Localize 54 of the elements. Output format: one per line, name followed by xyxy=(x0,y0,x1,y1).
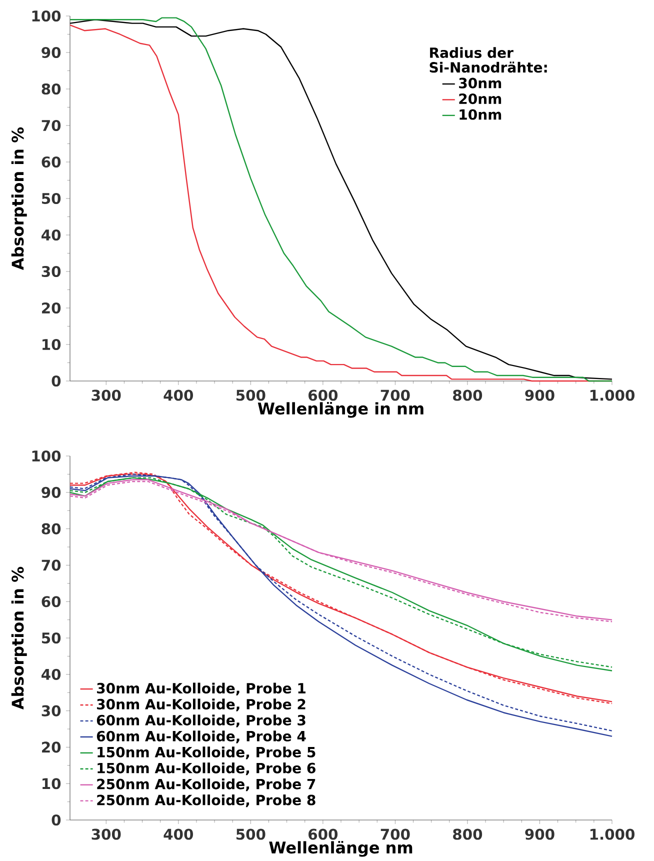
legend-label: 250nm Au-Kolloide, Probe 7 xyxy=(97,778,316,792)
x-axis-title: Wellenlänge nm xyxy=(269,840,412,857)
y-tick-label: 20 xyxy=(42,742,61,753)
x-tick-label: 300 xyxy=(92,390,121,401)
y-tick-label: 70 xyxy=(42,560,61,571)
y-tick-label: 40 xyxy=(42,229,61,241)
y-tick-label: 10 xyxy=(42,338,61,350)
y-tick-label: 30 xyxy=(42,266,61,278)
x-tick-label: 400 xyxy=(164,390,193,401)
x-tick-label: 800 xyxy=(453,828,482,840)
x-tick-label: 400 xyxy=(164,828,193,840)
y-tick-label: 50 xyxy=(42,192,61,204)
legend-label: 150nm Au-Kolloide, Probe 5 xyxy=(98,746,316,760)
x-tick-label: 600 xyxy=(308,828,338,840)
x-tick-label: 800 xyxy=(453,390,482,401)
x-tick-label: 300 xyxy=(92,828,121,840)
y-tick-label: 100 xyxy=(32,450,61,462)
legend-label: 30nm Au-Kolloide, Probe 1 xyxy=(97,682,306,696)
y-tick-label: 50 xyxy=(42,632,61,644)
y-tick-label: 20 xyxy=(42,302,61,314)
x-tick-label: 500 xyxy=(236,390,266,401)
y-tick-label: 10 xyxy=(42,778,61,790)
y-tick-label: 0 xyxy=(52,814,61,826)
x-tick-label: 900 xyxy=(525,390,554,401)
legend-label: 30nm xyxy=(459,78,502,88)
legend-label: 250nm Au-Kolloide, Probe 8 xyxy=(97,794,316,808)
x-tick-label: 900 xyxy=(525,828,554,840)
y-tick-label: 60 xyxy=(42,156,61,168)
legend-label: 60nm Au-Kolloide, Probe 3 xyxy=(96,714,306,728)
y-tick-label: 70 xyxy=(42,120,61,132)
x-tick-label: 700 xyxy=(380,828,410,840)
x-tick-label: 700 xyxy=(380,390,410,401)
y-tick-label: 80 xyxy=(42,83,61,95)
y-tick-label: 40 xyxy=(42,668,61,680)
y-tick-label: 60 xyxy=(42,596,61,608)
y-tick-label: 80 xyxy=(42,523,61,534)
legend-label: 30nm Au-Kolloide, Probe 2 xyxy=(97,698,306,712)
x-tick-label: 500 xyxy=(236,828,266,840)
legend-title: Radius der Si-Nanodrähte: xyxy=(430,47,547,73)
x-axis-title: Wellenlänge in nm xyxy=(258,402,424,418)
y-tick-label: 90 xyxy=(42,46,61,58)
legend-label: 20nm xyxy=(459,94,502,104)
y-tick-label: 0 xyxy=(52,375,61,387)
y-axis-title: Absorption in % xyxy=(11,566,27,710)
x-tick-label: 600 xyxy=(308,390,338,401)
y-axis-title: Absorption in % xyxy=(11,127,27,270)
legend-label: 150nm Au-Kolloide, Probe 6 xyxy=(98,762,316,776)
legend-label: 10nm xyxy=(460,109,502,120)
y-tick-label: 100 xyxy=(32,10,61,22)
x-tick-label: 1.000 xyxy=(590,828,634,840)
y-tick-label: 90 xyxy=(42,486,61,498)
y-tick-label: 30 xyxy=(42,705,61,716)
x-tick-label: 1.000 xyxy=(590,390,634,401)
legend-label: 60nm Au-Kolloide, Probe 4 xyxy=(96,730,306,744)
